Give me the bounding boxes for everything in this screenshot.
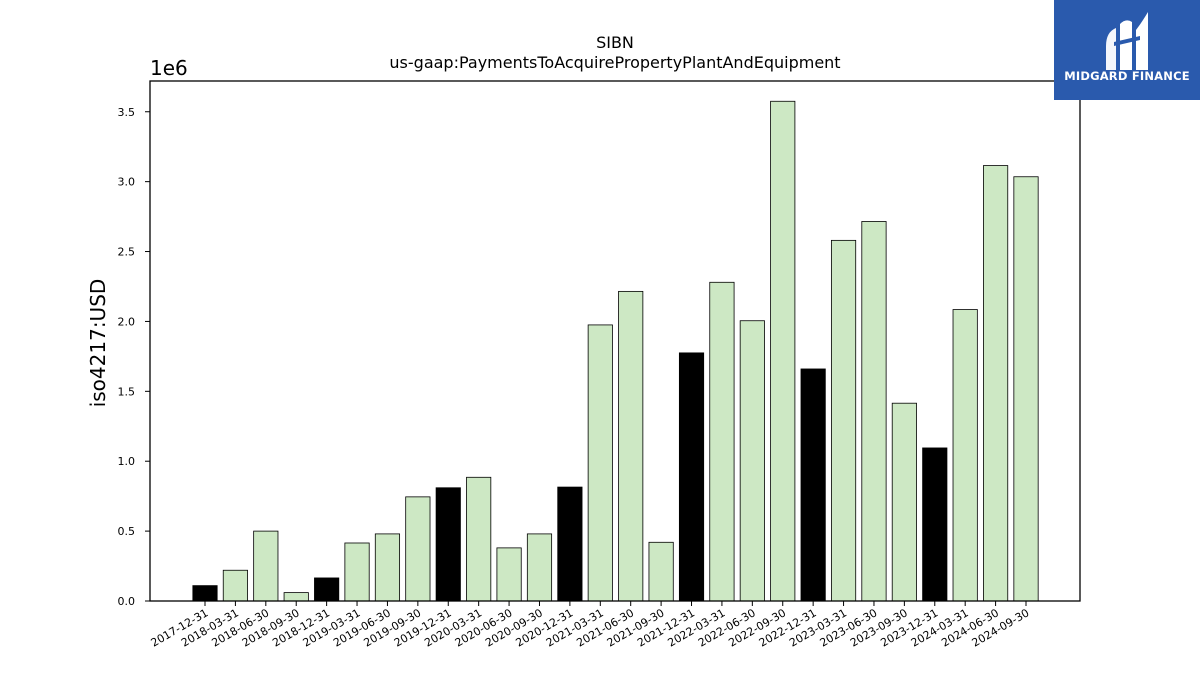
bar-2024-03-31 <box>952 309 978 602</box>
x-axis: 2017-12-312018-03-312018-06-302018-09-30… <box>149 601 1032 650</box>
y-tick-label: 2.0 <box>118 315 136 328</box>
bars-layer <box>192 100 1039 602</box>
plot-frame <box>149 80 1081 602</box>
y-tick-label: 0.5 <box>118 525 136 538</box>
y-axis-label: iso4217:USD <box>86 279 110 408</box>
bar-2019-12-31 <box>435 487 461 602</box>
bar-2022-09-30 <box>770 100 796 602</box>
bar-2021-03-31 <box>587 324 613 602</box>
chart-subtitle: us-gaap:PaymentsToAcquirePropertyPlantAn… <box>389 53 840 72</box>
y-axis-offset-label: 1e6 <box>150 56 188 80</box>
bar-2023-09-30 <box>891 402 917 602</box>
chart-title: SIBN <box>596 33 634 52</box>
bar-2022-06-30 <box>739 320 765 602</box>
brand-logo: MIDGARD FINANCE <box>1054 0 1200 100</box>
y-tick-label: 3.0 <box>118 176 136 189</box>
logo-text: MIDGARD FINANCE <box>1064 69 1190 83</box>
bar-2020-12-31 <box>557 486 583 602</box>
bar-2024-06-30 <box>983 165 1009 602</box>
bar-2021-09-30 <box>648 541 674 602</box>
y-tick-label: 1.0 <box>118 455 136 468</box>
y-axis: 0.0 0.5 1.0 1.5 2.0 2.5 3.0 3.5 <box>118 106 150 608</box>
midgard-logo-icon <box>1106 12 1148 70</box>
bar-2018-03-31 <box>222 569 248 602</box>
bar-2023-03-31 <box>830 239 857 602</box>
bar-2023-06-30 <box>861 221 887 602</box>
bar-2019-03-31 <box>344 542 370 602</box>
y-tick-label: 1.5 <box>118 385 136 398</box>
bar-2022-12-31 <box>800 368 826 602</box>
y-tick-label: 0.0 <box>118 595 136 608</box>
bar-2017-12-31 <box>192 585 218 602</box>
bar-2023-12-31 <box>922 447 948 602</box>
y-tick-label: 2.5 <box>118 246 136 259</box>
bar-2020-06-30 <box>496 547 522 602</box>
bar-2024-09-30 <box>1013 176 1039 602</box>
bar-2020-09-30 <box>526 533 553 602</box>
y-tick-label: 3.5 <box>118 106 136 119</box>
bar-2018-09-30 <box>283 592 309 602</box>
bar-2022-03-31 <box>709 281 735 602</box>
bar-2019-09-30 <box>405 496 431 602</box>
bar-2021-12-31 <box>678 352 705 602</box>
bar-2021-06-30 <box>618 290 644 602</box>
bar-2018-12-31 <box>314 577 340 602</box>
bar-2018-06-30 <box>253 530 279 602</box>
bar-2019-06-30 <box>374 533 401 602</box>
bar-2020-03-31 <box>466 476 492 602</box>
